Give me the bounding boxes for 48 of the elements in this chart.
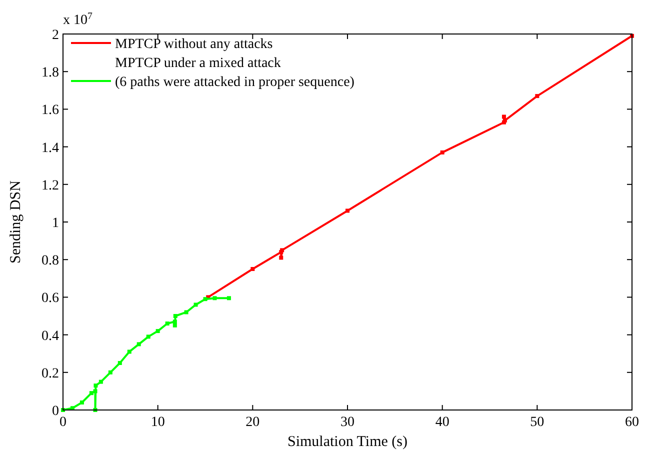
x-axis-title: Simulation Time (s) <box>287 434 408 450</box>
x-tick-label: 60 <box>625 415 639 430</box>
text: x 10$^{7}$ <box>63 10 92 28</box>
point <box>156 329 160 334</box>
point <box>346 208 350 213</box>
point <box>279 256 284 260</box>
y-tick-label: 0.6 <box>42 291 59 306</box>
point <box>118 361 122 365</box>
y-tick-label: 0.2 <box>42 366 59 382</box>
point <box>184 310 188 314</box>
y-tick-label: 1.6 <box>42 103 59 118</box>
point <box>89 391 94 396</box>
point <box>226 296 231 300</box>
point <box>194 302 198 307</box>
point <box>127 350 132 354</box>
point <box>172 323 177 328</box>
y-axis-title: Sending DSN <box>8 180 24 264</box>
point <box>173 314 178 318</box>
x-tick-label: 40 <box>435 415 450 430</box>
point <box>440 150 444 154</box>
y-tick-label: 1.4 <box>42 140 59 156</box>
y-tick-label: 0 <box>52 404 59 419</box>
point <box>212 296 217 300</box>
point <box>250 267 255 271</box>
point <box>172 320 177 324</box>
point <box>108 370 112 374</box>
point <box>98 380 103 384</box>
x-tick-label: 10 <box>150 415 165 430</box>
point <box>203 297 208 302</box>
point <box>146 334 150 339</box>
point <box>502 114 506 119</box>
y-tick-label: 0.4 <box>42 328 59 344</box>
x-tick-label: 50 <box>530 415 544 430</box>
point <box>165 322 170 326</box>
point <box>94 384 98 388</box>
y-tick-label: 0.8 <box>42 254 59 269</box>
legend-label: MPTCP without any attacks <box>115 37 273 52</box>
point <box>136 342 141 346</box>
y-tick-label: 1 <box>52 216 59 231</box>
y-tick-label: 1.8 <box>42 66 59 81</box>
point <box>80 400 84 404</box>
x-tick-label: 30 <box>340 415 354 430</box>
point <box>93 389 98 394</box>
y-tick-label: 1.2 <box>42 178 59 194</box>
point <box>535 94 540 98</box>
legend-label: MPTCP under a mixed attack (6 paths were attacked in proper sequence) <box>115 56 355 90</box>
y-tick-label: 2 <box>52 28 59 43</box>
x-tick-label: 20 <box>246 415 260 430</box>
